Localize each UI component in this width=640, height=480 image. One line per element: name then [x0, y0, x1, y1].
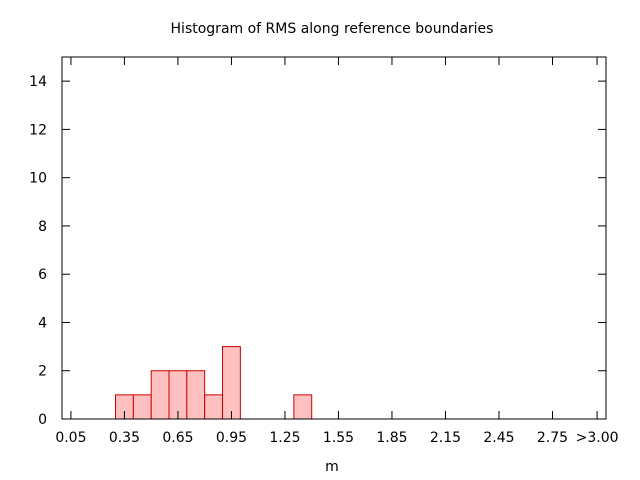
x-tick-label: 2.45 [483, 430, 514, 446]
histogram-bar [186, 370, 206, 420]
x-tick-label: 0.05 [55, 430, 86, 446]
y-tick-label: 10 [29, 171, 47, 187]
ticks-layer: 0 2 4 6 8 10 12 14 0.05 0.35 0.65 0.95 1.25 1.55 1.85 2… [29, 57, 619, 446]
x-tick-label: 1.55 [323, 430, 354, 446]
y-tick-label: 6 [38, 267, 47, 283]
x-tick-label: 2.75 [537, 430, 568, 446]
chart-title: Histogram of RMS along reference boundar… [171, 21, 494, 37]
histogram-bar [204, 394, 224, 420]
y-tick-label: 8 [38, 219, 47, 235]
y-tick-label: 2 [38, 364, 47, 380]
x-tick-label: 1.85 [376, 430, 407, 446]
y-tick-label: 4 [38, 315, 47, 331]
y-tick-label: 14 [29, 74, 47, 90]
histogram-bar [293, 394, 313, 420]
plot-frame [61, 56, 607, 420]
x-axis-label: m [325, 459, 339, 475]
x-tick-label: 0.65 [162, 430, 193, 446]
histogram-bar [150, 370, 170, 420]
histogram-bar [132, 394, 152, 420]
bars-layer [115, 346, 313, 420]
x-tick-label: >3.00 [576, 430, 619, 446]
x-tick-label: 0.95 [216, 430, 247, 446]
x-tick-label: 0.35 [109, 430, 140, 446]
x-tick-label: 2.15 [430, 430, 461, 446]
x-tick-label: 1.25 [269, 430, 300, 446]
y-tick-label: 0 [38, 412, 47, 428]
y-tick-label: 12 [29, 122, 47, 138]
histogram-bar [222, 346, 241, 420]
